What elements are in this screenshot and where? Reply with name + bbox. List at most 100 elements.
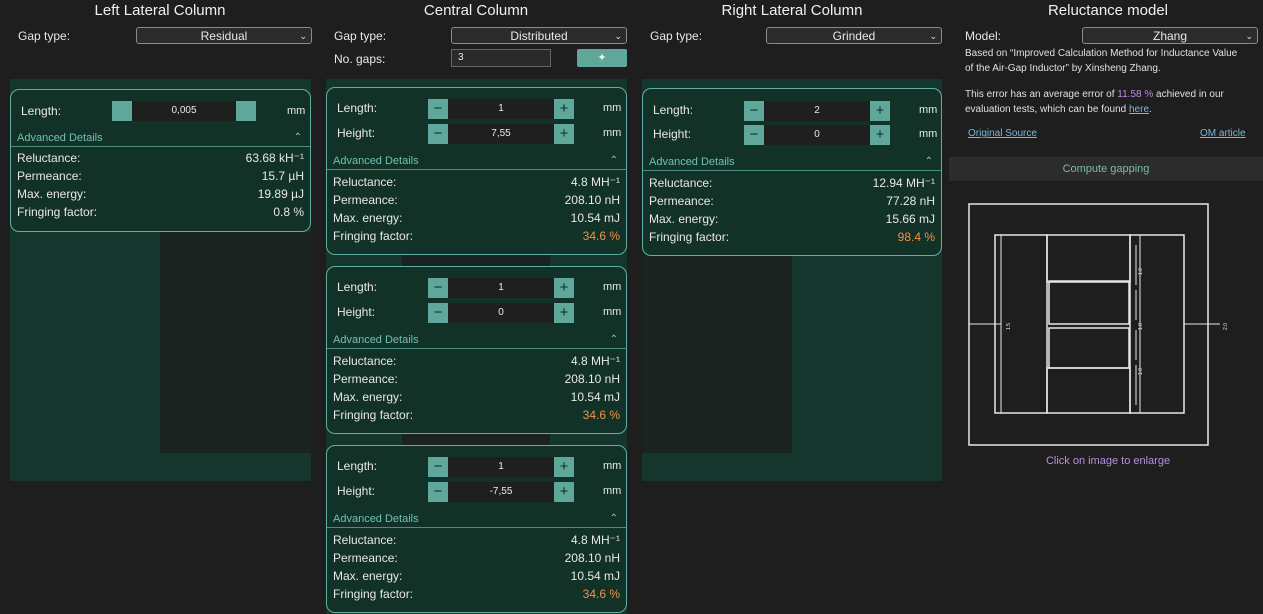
length-label: Length:	[337, 101, 378, 115]
height-unit: mm	[603, 306, 622, 318]
center-upper-window	[1048, 280, 1130, 325]
energy-label: Max. energy:	[333, 569, 403, 583]
length-slider[interactable]: 0,005	[112, 101, 258, 121]
plus-button[interactable]: +	[870, 125, 890, 145]
right-gap-type-value: Grinded	[832, 29, 876, 43]
error-text-prefix: This error has an average error of	[965, 89, 1118, 100]
height-value[interactable]: 0	[448, 303, 554, 323]
right-core-shape	[642, 228, 792, 453]
plus-button[interactable]: +	[554, 482, 574, 502]
height-stepper[interactable]: − 7,55 +	[428, 124, 574, 144]
advanced-details-toggle[interactable]: Advanced Details ⌃	[643, 154, 941, 171]
top-gap-dimension: 1.0	[1138, 268, 1144, 275]
advanced-details-label: Advanced Details	[649, 156, 735, 168]
om-article-link[interactable]: OM article	[1200, 128, 1246, 139]
right-gap-type-label: Gap type:	[650, 29, 703, 43]
reluctance-row: Reluctance: 4.8 MH⁻¹	[327, 531, 626, 549]
minus-button[interactable]: −	[428, 278, 448, 298]
reluctance-value: 4.8 MH⁻¹	[570, 175, 620, 189]
length-value[interactable]: 1	[448, 457, 554, 477]
left-gap-type-select[interactable]: Residual ⌄	[136, 27, 312, 44]
reluctance-row: Reluctance: 63.68 kH⁻¹	[11, 149, 310, 167]
length-value[interactable]: 1	[448, 278, 554, 298]
length-unit: mm	[919, 104, 938, 116]
length-stepper[interactable]: − 1 +	[428, 99, 574, 119]
permeance-value: 77.28 nH	[886, 194, 935, 208]
model-label: Model:	[965, 29, 1002, 43]
fringing-row: Fringing factor: 34.6 %	[327, 227, 626, 245]
minus-button[interactable]: −	[428, 482, 448, 502]
no-gaps-input[interactable]: 3	[451, 49, 551, 67]
central-gap-card-2: Length: − 1 + mm Height: − 0 + mm Advanc…	[326, 266, 627, 434]
here-link[interactable]: here	[1129, 104, 1150, 115]
minus-button[interactable]: −	[428, 99, 448, 119]
height-stepper[interactable]: − -7,55 +	[428, 482, 574, 502]
permeance-label: Permeance:	[649, 194, 714, 208]
fringing-label: Fringing factor:	[333, 229, 414, 243]
energy-value: 10.54 mJ	[570, 390, 620, 404]
chevron-up-icon: ⌃	[924, 156, 933, 167]
minus-button[interactable]: −	[744, 125, 764, 145]
model-description-line-2: of the Air-Gap Inductor” by Xinsheng Zha…	[965, 63, 1161, 74]
error-text-end: .	[1149, 104, 1152, 115]
slider-left-handle[interactable]	[112, 101, 132, 121]
permeance-value: 208.10 nH	[564, 193, 620, 207]
length-stepper[interactable]: − 1 +	[428, 457, 574, 477]
height-value[interactable]: -7,55	[448, 482, 554, 502]
advanced-details-label: Advanced Details	[333, 155, 419, 167]
advanced-details-toggle[interactable]: Advanced Details ⌃	[327, 153, 626, 170]
advanced-details-toggle[interactable]: Advanced Details ⌃	[327, 332, 626, 349]
minus-button[interactable]: −	[428, 303, 448, 323]
height-unit: mm	[603, 127, 622, 139]
length-stepper[interactable]: − 1 +	[428, 278, 574, 298]
permeance-value: 208.10 nH	[564, 551, 620, 565]
right-gap-dimension: 2.0	[1223, 323, 1229, 330]
energy-row: Max. energy: 10.54 mJ	[327, 209, 626, 227]
length-stepper[interactable]: − 2 +	[744, 101, 890, 121]
length-value[interactable]: 2	[764, 101, 870, 121]
central-gap-type-select[interactable]: Distributed ⌄	[451, 27, 627, 44]
minus-button[interactable]: −	[428, 457, 448, 477]
height-stepper[interactable]: − 0 +	[428, 303, 574, 323]
length-value[interactable]: 1	[448, 99, 554, 119]
energy-row: Max. energy: 15.66 mJ	[643, 210, 941, 228]
advanced-details-toggle[interactable]: Advanced Details ⌃	[11, 130, 310, 147]
plus-button[interactable]: +	[554, 457, 574, 477]
compute-gapping-button[interactable]: Compute gapping	[949, 157, 1263, 181]
slider-right-handle[interactable]	[236, 101, 256, 121]
length-label: Length:	[337, 459, 378, 473]
minus-button[interactable]: −	[744, 101, 764, 121]
plus-button[interactable]: +	[554, 303, 574, 323]
wand-button[interactable]: ✦	[577, 49, 627, 67]
height-value[interactable]: 7,55	[448, 124, 554, 144]
core-gapping-diagram[interactable]: 1.5 1.0 1.0 1.0 2.0	[950, 195, 1240, 455]
central-gap-card-1: Length: − 1 + mm Height: − 7,55 + mm Adv…	[326, 87, 627, 255]
model-description: Based on “Improved Calculation Method fo…	[965, 46, 1260, 76]
height-value[interactable]: 0	[764, 125, 870, 145]
height-label: Height:	[337, 305, 376, 319]
length-value[interactable]: 0,005	[132, 101, 236, 121]
central-gap-type-label: Gap type:	[334, 29, 387, 43]
plus-button[interactable]: +	[870, 101, 890, 121]
fringing-row: Fringing factor: 34.6 %	[327, 406, 626, 424]
plus-button[interactable]: +	[554, 99, 574, 119]
right-gap-card: Length: − 2 + mm Height: − 0 + mm Advanc…	[642, 88, 942, 256]
original-source-link[interactable]: Original Source	[968, 128, 1037, 139]
model-select[interactable]: Zhang ⌄	[1082, 27, 1258, 44]
chevron-up-icon: ⌃	[609, 155, 618, 166]
advanced-details-toggle[interactable]: Advanced Details ⌃	[327, 511, 626, 528]
fringing-label: Fringing factor:	[333, 587, 414, 601]
left-gap-type-value: Residual	[200, 29, 248, 43]
model-title: Reluctance model	[1047, 2, 1169, 19]
central-gap-card-3: Length: − 1 + mm Height: − -7,55 + mm Ad…	[326, 445, 627, 613]
energy-label: Max. energy:	[649, 212, 719, 226]
right-gap-type-select[interactable]: Grinded ⌄	[766, 27, 942, 44]
minus-button[interactable]: −	[428, 124, 448, 144]
reluctance-value: 63.68 kH⁻¹	[245, 151, 304, 165]
height-stepper[interactable]: − 0 +	[744, 125, 890, 145]
model-error-text: This error has an average error of 11.58…	[965, 87, 1260, 117]
height-unit: mm	[919, 128, 938, 140]
plus-button[interactable]: +	[554, 124, 574, 144]
center-lower-window	[1048, 327, 1130, 369]
plus-button[interactable]: +	[554, 278, 574, 298]
